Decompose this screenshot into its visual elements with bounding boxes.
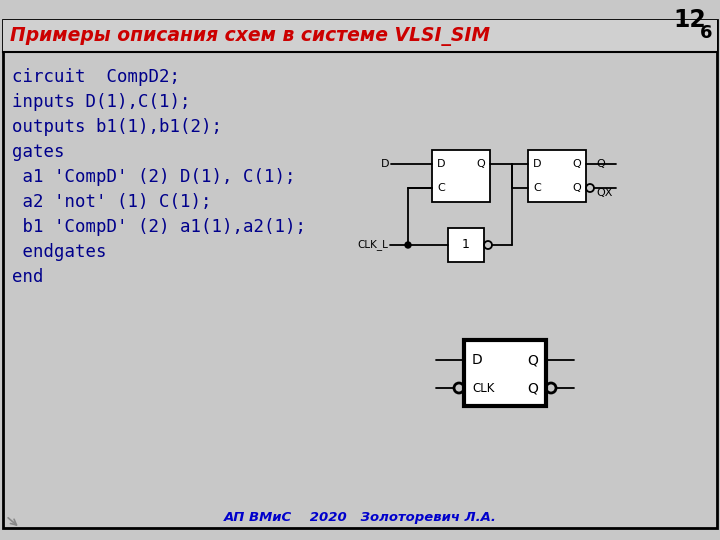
Text: АП ВМиС    2020   Золоторевич Л.А.: АП ВМиС 2020 Золоторевич Л.А. [224,511,496,524]
Text: Q: Q [572,159,581,169]
Bar [528,150,586,202]
Text: D: D [437,159,446,169]
Text: Q: Q [572,183,581,193]
Text: Q: Q [527,381,538,395]
Text: circuit  CompD2;: circuit CompD2; [12,68,180,86]
Text: Q: Q [596,159,605,169]
Text: gates: gates [12,143,65,161]
Bar [3,20,717,52]
Text: C: C [437,183,445,193]
Text: outputs b1(1),b1(2);: outputs b1(1),b1(2); [12,118,222,136]
Text: a2 'not' (1) C(1);: a2 'not' (1) C(1); [12,193,212,211]
Circle shape [405,242,411,248]
Text: Q: Q [527,353,538,367]
Text: 12: 12 [673,8,706,32]
Text: C: C [533,183,541,193]
Text: end: end [12,268,43,286]
Text: Примеры описания схем в системе VLSI_SIM: Примеры описания схем в системе VLSI_SIM [10,28,490,46]
Text: D: D [472,353,482,367]
Text: D: D [533,159,541,169]
Bar [448,228,484,262]
Bar [432,150,490,202]
Text: Q: Q [476,159,485,169]
Text: inputs D(1),C(1);: inputs D(1),C(1); [12,93,191,111]
Text: QX: QX [596,188,613,198]
Bar [464,340,546,406]
Text: 6: 6 [700,24,712,42]
Text: D: D [380,159,389,169]
Text: CLK: CLK [472,381,495,395]
Text: 1: 1 [462,239,470,252]
Text: endgates: endgates [12,243,107,261]
Text: CLK_L: CLK_L [357,240,388,251]
Text: a1 'CompD' (2) D(1), C(1);: a1 'CompD' (2) D(1), C(1); [12,168,295,186]
Text: b1 'CompD' (2) a1(1),a2(1);: b1 'CompD' (2) a1(1),a2(1); [12,218,306,236]
